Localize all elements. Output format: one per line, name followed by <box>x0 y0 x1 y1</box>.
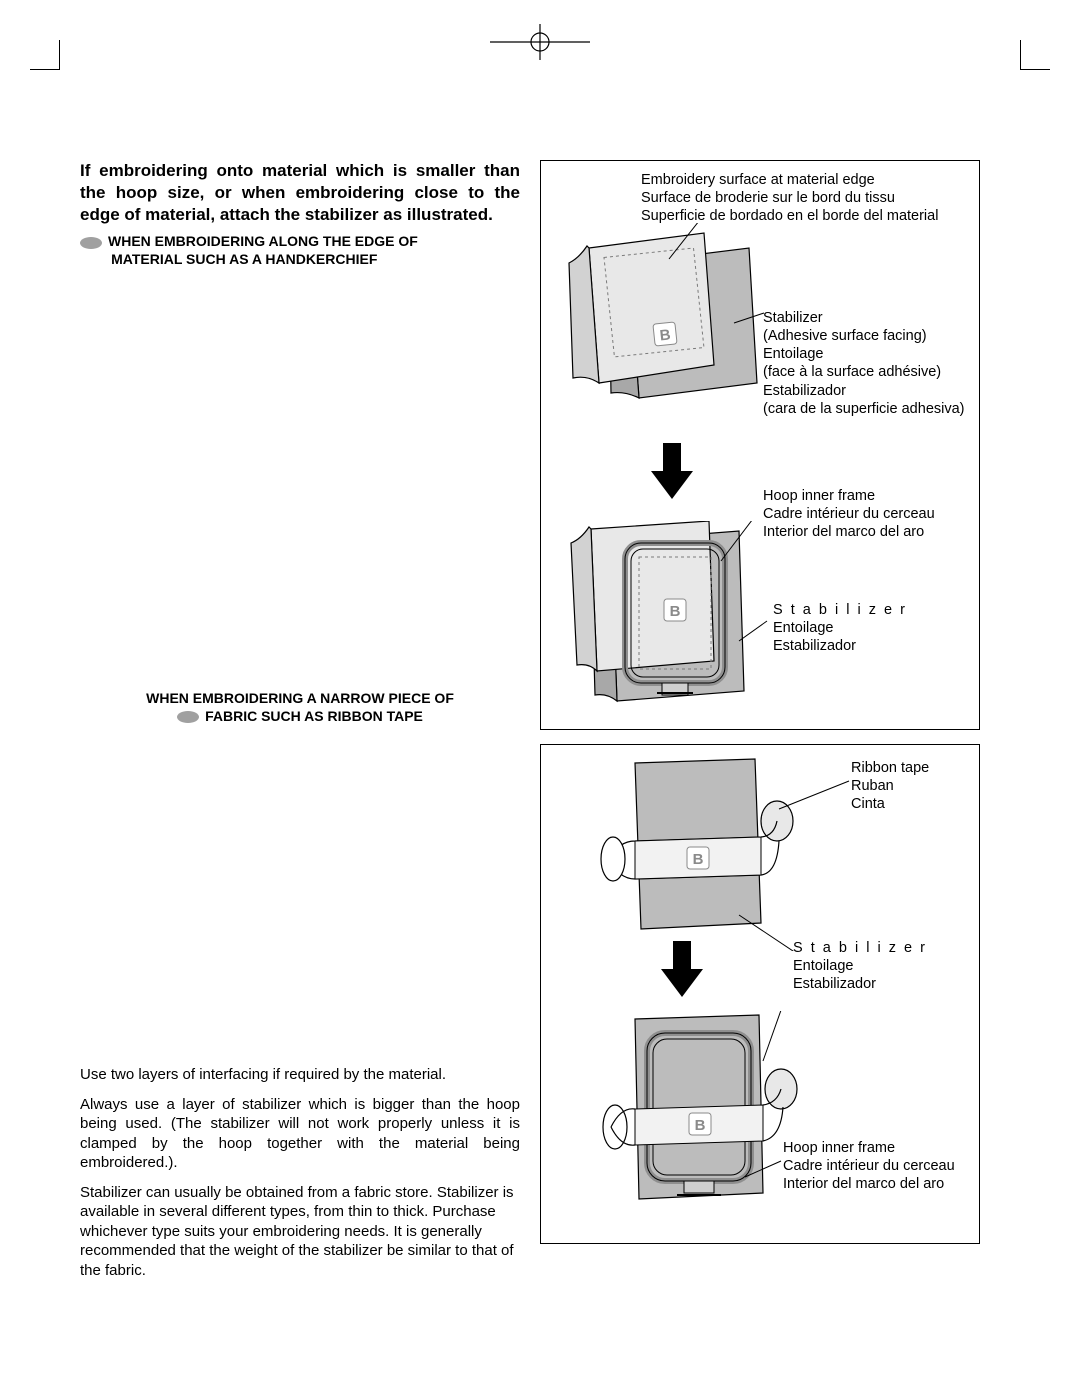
arrow-down-icon <box>661 937 703 1001</box>
heading-ribbon: WHEN EMBROIDERING A NARROW PIECE OF FABR… <box>80 689 520 725</box>
fig1-stab2-labels: S t a b i l i z e r Entoilage Estabiliza… <box>773 601 973 655</box>
figure-2: Ribbon tape Ruban Cinta B S t a b i <box>540 744 980 1244</box>
svg-text:B: B <box>659 326 672 344</box>
body1: Use two layers of interfacing if require… <box>80 1065 520 1085</box>
left-column: If embroidering onto material which is s… <box>80 160 520 1280</box>
heading1-line1: WHEN EMBROIDERING ALONG THE EDGE OF <box>108 233 418 249</box>
fig2-stab-fr: Entoilage <box>793 957 973 975</box>
registration-mark-icon <box>480 22 600 62</box>
svg-text:B: B <box>670 603 681 620</box>
fig2-hoop-es: Interior del marco del aro <box>783 1175 981 1193</box>
fig1-top-en: Embroidery surface at material edge <box>641 171 971 189</box>
fig1-stab-fr2: (face à la surface adhésive) <box>763 363 978 381</box>
fig1-top-fr: Surface de broderie sur le bord du tissu <box>641 189 971 207</box>
fig2-hoop-fr: Cadre intérieur du cerceau <box>783 1157 981 1175</box>
fig2-top-diagram: B <box>549 751 969 951</box>
intro-text: If embroidering onto material which is s… <box>80 160 520 226</box>
crop-mark-tl <box>30 40 60 70</box>
bullet-icon <box>80 237 102 249</box>
fig1-stab-es2: (cara de la superficie adhesiva) <box>763 400 978 418</box>
heading2-line2: FABRIC SUCH AS RIBBON TAPE <box>205 708 423 724</box>
svg-text:B: B <box>693 851 704 868</box>
fig2-hoop-en: Hoop inner frame <box>783 1139 981 1157</box>
body2: Always use a layer of stabilizer which i… <box>80 1095 520 1173</box>
fig1-stab2-en: S t a b i l i z e r <box>773 601 973 619</box>
fig1-stab-es: Estabilizador <box>763 382 978 400</box>
fig1-top-labels: Embroidery surface at material edge Surf… <box>641 171 971 225</box>
fig1-stab2-es: Estabilizador <box>773 637 973 655</box>
fig2-stab-labels: S t a b i l i z e r Entoilage Estabiliza… <box>793 939 973 993</box>
right-column: Embroidery surface at material edge Surf… <box>540 160 980 1258</box>
fig2-hoop-labels: Hoop inner frame Cadre intérieur du cerc… <box>783 1139 981 1193</box>
fig2-stab-en: S t a b i l i z e r <box>793 939 973 957</box>
fig1-stab2-fr: Entoilage <box>773 619 973 637</box>
crop-mark-tr <box>1020 40 1050 70</box>
fig1-stab-en: Stabilizer <box>763 309 978 327</box>
heading2-line1: WHEN EMBROIDERING A NARROW PIECE OF <box>146 690 454 706</box>
fig2-stab-es: Estabilizador <box>793 975 973 993</box>
body3: Stabilizer can usually be obtained from … <box>80 1183 520 1281</box>
arrow-down-icon <box>651 439 693 503</box>
fig2-bottom-diagram: B <box>549 1011 969 1231</box>
fig1-hoop-en: Hoop inner frame <box>763 487 978 505</box>
heading-edge-material: WHEN EMBROIDERING ALONG THE EDGE OF MATE… <box>80 232 520 268</box>
figure-1: Embroidery surface at material edge Surf… <box>540 160 980 730</box>
heading1-line2: MATERIAL SUCH AS A HANDKERCHIEF <box>111 251 377 267</box>
bullet-icon <box>177 711 199 723</box>
svg-text:B: B <box>695 1117 706 1134</box>
fig1-stab-fr: Entoilage <box>763 345 978 363</box>
fig1-stab-en2: (Adhesive surface facing) <box>763 327 978 345</box>
fig1-stab-labels: Stabilizer (Adhesive surface facing) Ent… <box>763 309 978 418</box>
body-text-block: Use two layers of interfacing if require… <box>80 1065 520 1280</box>
